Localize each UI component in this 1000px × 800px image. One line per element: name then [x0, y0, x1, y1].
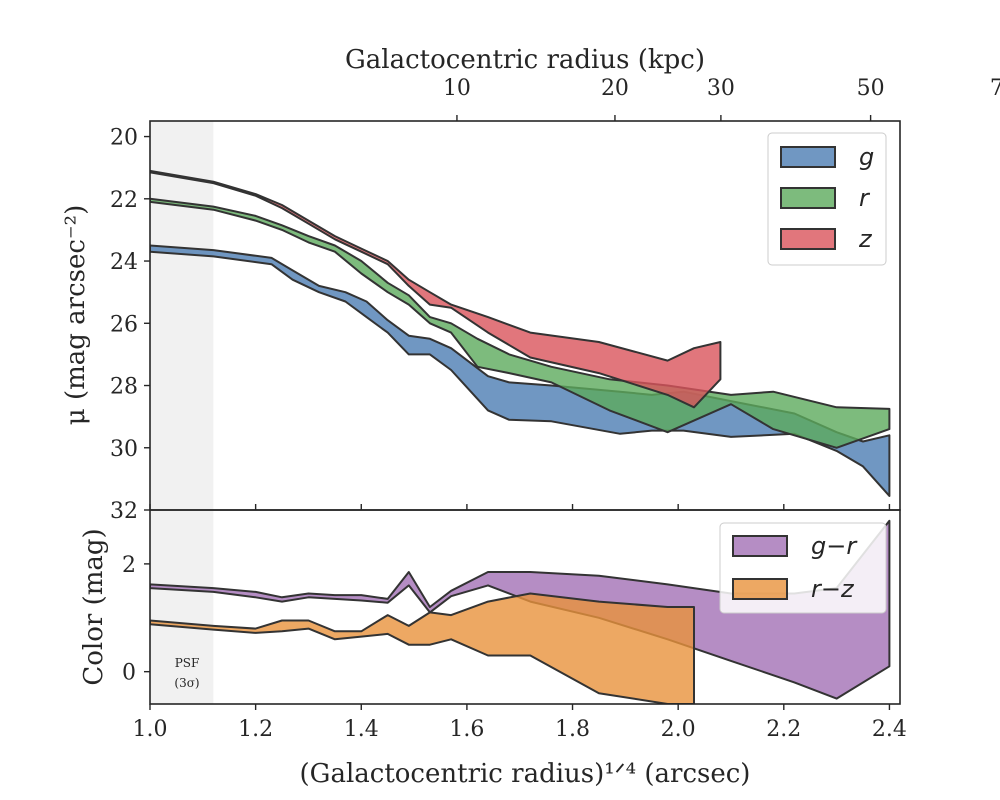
- x-tick-label: 1.2: [238, 717, 273, 742]
- y-tick-label: 30: [110, 437, 138, 462]
- x-tick-label: 1.0: [133, 717, 168, 742]
- kpc-tick-label: 10: [443, 76, 471, 101]
- bottom-panel-frame: [149, 509, 901, 705]
- top-panel-ticks: 20 22 24 26 28 30 32: [110, 126, 150, 524]
- band-r−z: [150, 592, 695, 704]
- legend-label: r: [859, 184, 871, 212]
- legend-swatch-z: [780, 228, 836, 250]
- band-r: [150, 197, 891, 449]
- band-z: [150, 169, 722, 409]
- y-tick-label: 22: [110, 188, 138, 213]
- x-tick-label: 1.4: [344, 717, 379, 742]
- y-tick-label: 24: [110, 250, 138, 275]
- y-tick-label: 26: [110, 312, 138, 337]
- top-legend: grz: [767, 132, 887, 266]
- bottom-legend: g−r r−z: [719, 522, 887, 614]
- x-tick-label: 1.8: [555, 717, 590, 742]
- band-g: [150, 244, 891, 497]
- y-tick-label: 28: [110, 375, 138, 400]
- x-tick-label: 2.4: [872, 717, 907, 742]
- kpc-tick-label: 75: [990, 76, 1000, 101]
- x-tick-label: 2.2: [766, 717, 801, 742]
- legend-swatch-r: [780, 187, 836, 209]
- color-y-tick-label: 0: [122, 661, 136, 686]
- top-panel-bands: [150, 169, 891, 497]
- x-tick-label: 1.6: [449, 717, 484, 742]
- bottom-y-axis-label: Color (mag): [79, 528, 109, 685]
- top-x-axis-label: Galactocentric radius (kpc): [345, 45, 705, 75]
- psf-sublabel: (3σ): [174, 676, 199, 690]
- top-y-axis-label: μ (mag arcsec⁻²): [61, 205, 91, 425]
- psf-region-top: [150, 121, 214, 510]
- legend-swatch-g: [780, 146, 836, 168]
- legend-label: g−r: [811, 532, 858, 560]
- x-tick-label: 2.0: [661, 717, 696, 742]
- legend-label: r−z: [811, 575, 855, 603]
- y-tick-label: 32: [110, 499, 138, 524]
- bottom-x-axis-label: (Galactocentric radius)¹ᐟ⁴ (arcsec): [300, 759, 751, 789]
- kpc-tick-label: 50: [857, 76, 885, 101]
- y-tick-label: 20: [110, 126, 138, 151]
- legend-label: z: [858, 225, 873, 253]
- legend-swatch-r−z: [732, 578, 788, 600]
- kpc-axis-ticks: 1020305075100150: [443, 76, 1000, 121]
- legend-label: g: [859, 143, 874, 171]
- kpc-tick-label: 20: [601, 76, 629, 101]
- bottom-panel-ticks: 0 2 1.0 1.2 1.4 1.6 1.8 2.0 2.2 2.4: [122, 504, 907, 742]
- kpc-tick-label: 30: [707, 76, 735, 101]
- color-y-tick-label: 2: [122, 553, 136, 578]
- psf-label: PSF: [175, 656, 200, 670]
- psf-region-bottom: [150, 510, 214, 704]
- legend-swatch-g−r: [732, 535, 788, 557]
